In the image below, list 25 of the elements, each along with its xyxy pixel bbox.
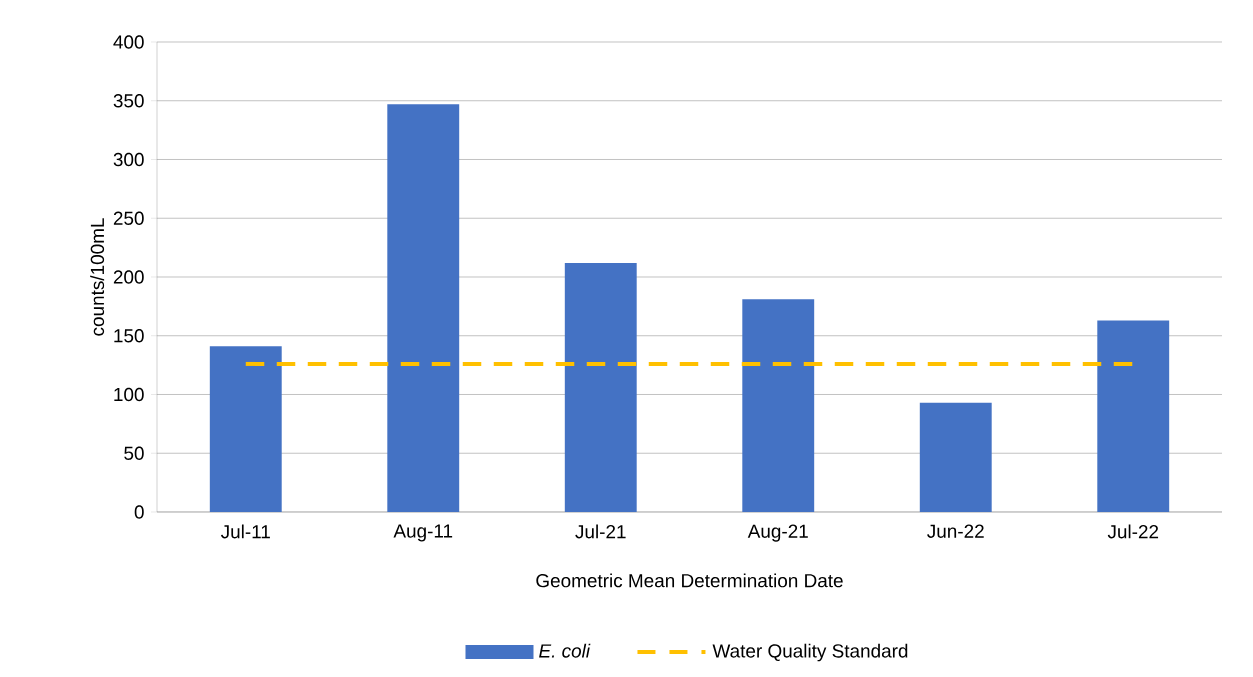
y-tick-label: 50	[124, 446, 144, 460]
bar	[564, 262, 637, 512]
x-tick-label: Aug-11	[393, 524, 453, 542]
x-tick-label: Jul-11	[220, 524, 270, 539]
y-tick-label: 300	[113, 152, 144, 167]
x-tick-label: Jul-22	[1107, 524, 1159, 539]
bar	[742, 299, 815, 512]
x-tick-label: Aug-21	[747, 524, 808, 542]
y-axis-title: counts/100mL	[90, 218, 105, 336]
y-tick-label: 200	[113, 270, 144, 284]
y-tick-label: 150	[114, 329, 144, 343]
x-tick-label: Jul-21	[575, 524, 626, 539]
y-tick-label: 100	[114, 387, 144, 402]
x-tick-label: Jun-22	[927, 524, 984, 538]
legend-label: Water Quality Standard	[712, 643, 908, 662]
bar	[209, 346, 282, 512]
y-tick-label: 0	[134, 505, 144, 519]
y-tick-label: 400	[113, 35, 144, 49]
bar	[1097, 320, 1170, 512]
bar	[387, 104, 460, 512]
legend-label: E. coli	[539, 643, 591, 658]
x-axis-title: Geometric Mean Determination Date	[536, 573, 843, 588]
y-tick-label: 250	[113, 211, 144, 225]
y-tick-label: 350	[113, 94, 144, 108]
bar	[919, 402, 992, 512]
